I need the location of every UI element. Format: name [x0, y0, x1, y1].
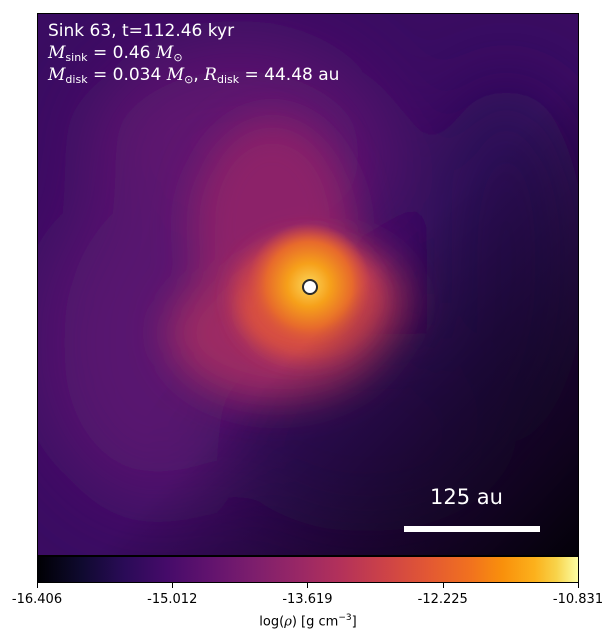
colorbar [37, 556, 579, 583]
colorbar-tick-label: -16.406 [11, 592, 63, 607]
colorbar-tick [578, 583, 579, 588]
colorbar-tick [307, 583, 308, 588]
colorbar-tick-label: -10.831 [552, 592, 604, 607]
colorbar-tick [443, 583, 444, 588]
colorbar-tick [172, 583, 173, 588]
disk-properties-label: Mdisk = 0.034 M⊙, Rdisk = 44.48 au [48, 65, 340, 86]
scale-bar-label: 125 au [430, 485, 503, 509]
sink-particle-marker [302, 279, 318, 295]
sink-mass-label: Msink = 0.46 M⊙ [48, 43, 183, 64]
colorbar-tick [37, 583, 38, 588]
scale-bar [404, 526, 540, 532]
density-projection-panel: Sink 63, t=112.46 kyr Msink = 0.46 M⊙ Md… [37, 13, 579, 556]
colorbar-tick-label: -15.012 [147, 592, 198, 607]
colorbar-tick-label: -13.619 [282, 592, 333, 607]
colorbar-label: log(ρ) [g cm−3] [259, 613, 357, 630]
sink-label: Sink 63, t=112.46 kyr [48, 21, 235, 41]
colorbar-tick-label: -12.225 [417, 592, 468, 607]
